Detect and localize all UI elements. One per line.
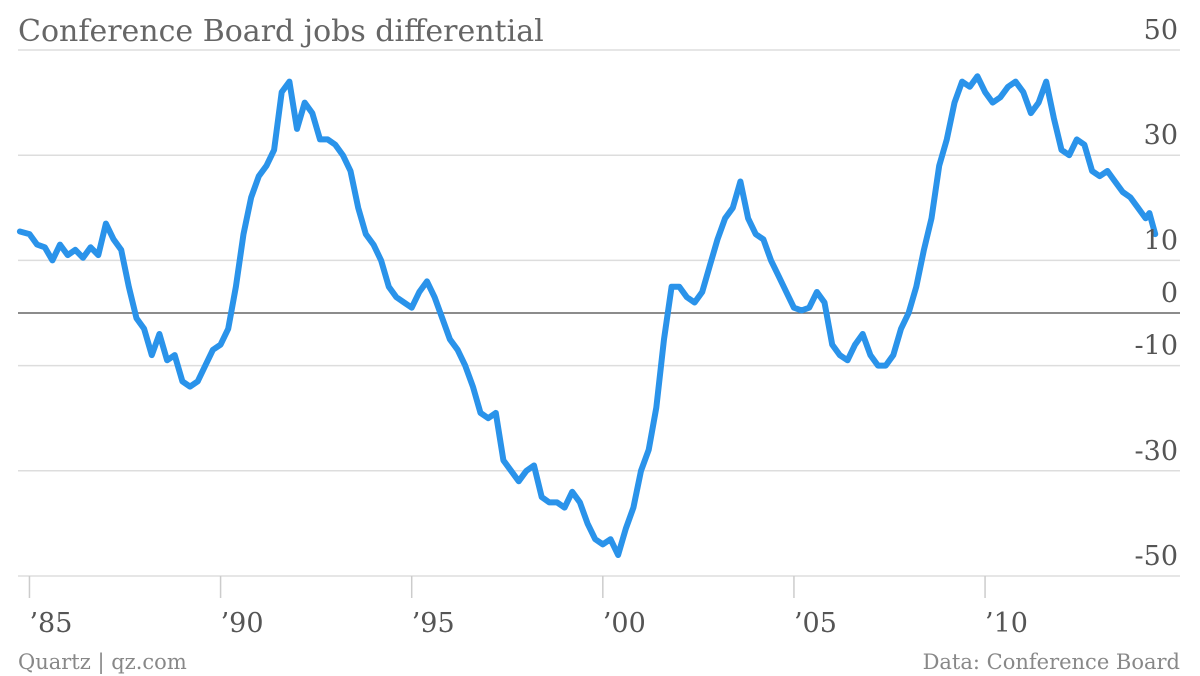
y-tick-label: 50 <box>1144 15 1178 46</box>
x-tick-label: ’95 <box>412 608 455 639</box>
series-line <box>16 73 1159 558</box>
y-tick-label: -30 <box>1135 436 1178 467</box>
y-tick-label: -50 <box>1135 541 1178 572</box>
y-tick-label: 0 <box>1161 278 1178 309</box>
y-tick-label: 30 <box>1144 120 1178 151</box>
x-tick-label: ’90 <box>221 608 264 639</box>
x-axis: ’85 ’90 ’95 ’00 ’05 ’10 <box>28 576 1028 639</box>
x-tick-label: ’05 <box>794 608 837 639</box>
y-tick-label: 10 <box>1144 225 1178 256</box>
grid <box>18 49 1180 577</box>
x-tick-label: ’10 <box>985 608 1028 639</box>
data-source: Data: Conference Board <box>923 650 1180 674</box>
y-axis: 50 30 10 0 -10 -30 -50 <box>1135 15 1178 572</box>
chart-title: Conference Board jobs differential <box>18 14 544 49</box>
x-tick-label: ’85 <box>29 608 72 639</box>
y-tick-label: -10 <box>1135 331 1178 362</box>
source-credit: Quartz | qz.com <box>18 650 187 675</box>
x-tick-label: ’00 <box>603 608 646 639</box>
